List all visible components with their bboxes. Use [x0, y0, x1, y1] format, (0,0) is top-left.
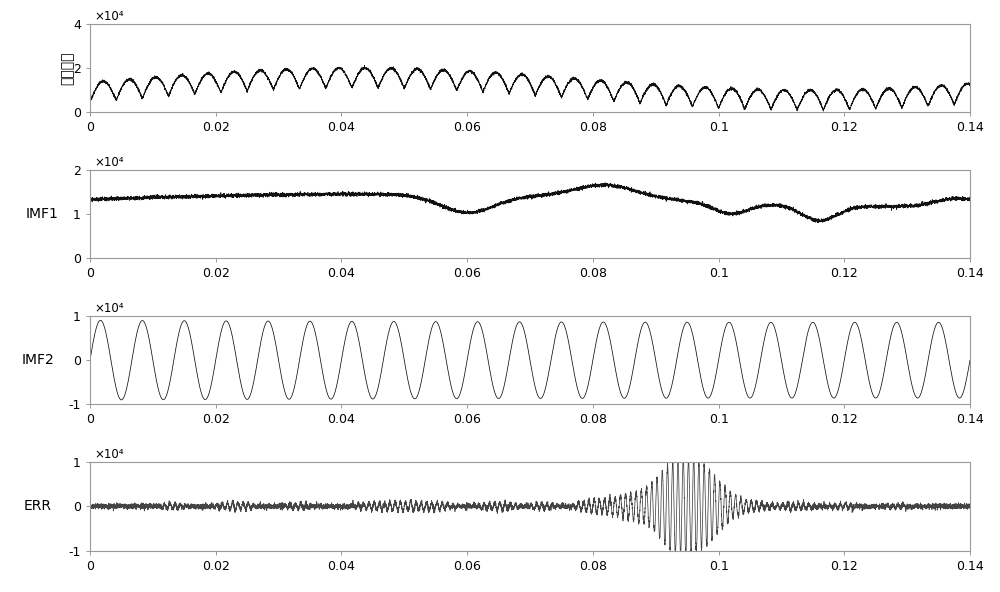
Y-axis label: IMF2: IMF2: [22, 353, 54, 367]
Text: ×10⁴: ×10⁴: [94, 302, 124, 315]
Text: ×10⁴: ×10⁴: [94, 156, 124, 169]
Y-axis label: IMF1: IMF1: [26, 207, 59, 221]
Y-axis label: 原始信号: 原始信号: [60, 51, 74, 85]
Y-axis label: ERR: ERR: [24, 499, 52, 513]
Text: ×10⁴: ×10⁴: [94, 10, 124, 23]
Text: ×10⁴: ×10⁴: [94, 448, 124, 461]
